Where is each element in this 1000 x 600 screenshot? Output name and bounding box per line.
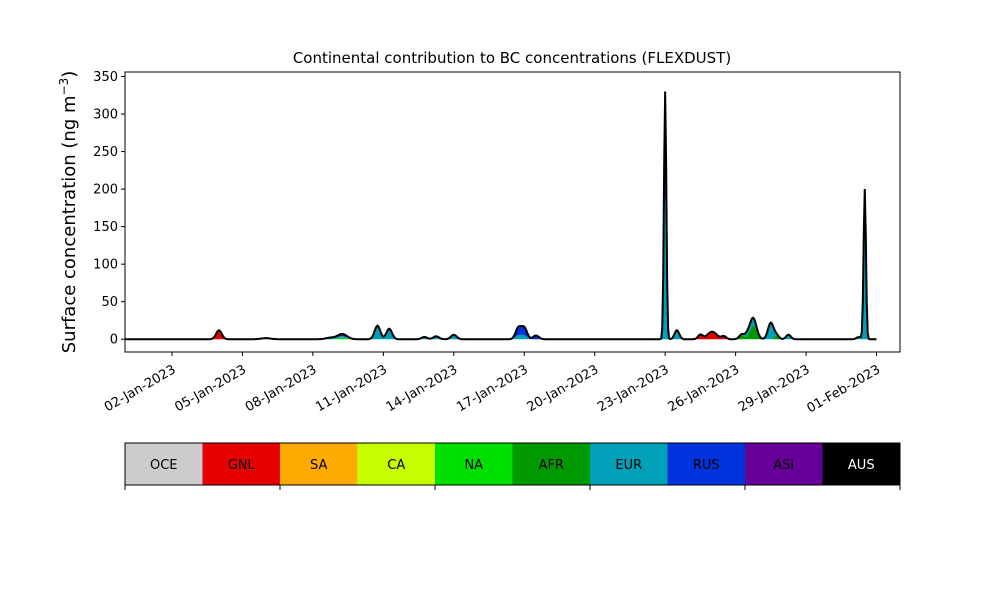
x-tick-label: 05-Jan-2023 [172,362,249,415]
chart-title: Continental contribution to BC concentra… [293,49,731,67]
legend-label-sa: SA [310,458,327,473]
legend-label-ca: CA [387,458,405,473]
y-tick-label: 250 [93,145,118,160]
y-axis: 0 50 100 150 200 250 300 350 [93,70,125,348]
legend-label-na: NA [464,458,483,473]
stacked-areas [125,91,877,340]
legend-swatch-rus [667,443,745,485]
legend-swatch-aus [822,443,900,485]
x-tick-label: 20-Jan-2023 [525,362,602,415]
legend-frame [124,442,901,486]
y-axis-label-unit-exponent: −3 [57,78,71,96]
y-tick-label: 50 [101,295,118,310]
legend-label-oce: OCE [150,458,178,473]
legend: OCE GNL SA CA NA AFR EUR RUS ASI AUS [124,442,901,490]
y-axis-label-main: Surface concentration (ng m [59,95,80,353]
legend-swatch-asi [745,443,823,485]
area-asi [125,91,877,340]
legend-label-afr: AFR [539,458,564,473]
x-tick-label: 26-Jan-2023 [666,362,743,415]
legend-swatch-oce [125,443,203,485]
x-tick-label: 11-Jan-2023 [313,362,390,415]
legend-label-rus: RUS [693,458,720,473]
x-tick-label: 14-Jan-2023 [384,362,461,415]
legend-swatch-eur [590,443,668,485]
y-tick-label: 300 [93,108,118,123]
legend-swatch-na [435,443,513,485]
area-eur [125,196,877,340]
legend-label-asi: ASI [773,458,794,473]
y-tick-label: 150 [93,220,118,235]
x-axis: 02-Jan-202305-Jan-202308-Jan-202311-Jan-… [102,352,883,416]
x-tick-label: 02-Jan-2023 [102,362,179,415]
y-axis-label: Surface concentration (ng m−3) [57,71,80,354]
y-tick-label: 200 [93,183,118,198]
legend-swatch-sa [280,443,358,485]
x-tick-label: 01-Feb-2023 [805,362,884,416]
y-tick-label: 0 [110,333,118,348]
legend-label-aus: AUS [848,458,875,473]
x-tick-label: 08-Jan-2023 [243,362,320,415]
legend-swatch-gnl [202,443,280,485]
legend-swatch-afr [512,443,590,485]
plot-frame [124,71,901,353]
legend-label-eur: EUR [615,458,642,473]
y-axis-label-close: ) [59,71,80,78]
x-tick-label: 23-Jan-2023 [595,362,672,415]
y-tick-label: 350 [93,70,118,85]
x-tick-label: 29-Jan-2023 [736,362,813,415]
legend-label-gnl: GNL [228,458,256,473]
y-tick-label: 100 [93,258,118,273]
legend-swatch-ca [357,443,435,485]
area-rus [125,121,877,340]
total-outline [125,91,877,341]
x-tick-label: 17-Jan-2023 [454,362,531,415]
